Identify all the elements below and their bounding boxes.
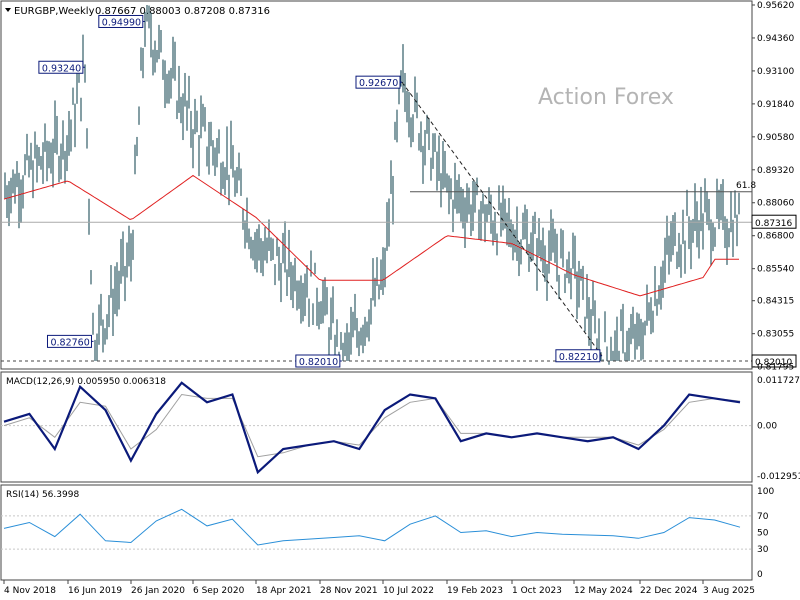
grid-layer <box>1 425 752 550</box>
time-axis-tick-label: 28 Nov 2021 <box>320 586 378 596</box>
time-axis-tick-label: 22 Dec 2024 <box>640 586 698 596</box>
dropdown-triangle-icon[interactable] <box>5 8 11 12</box>
annotation-label: 0.93240 <box>42 63 81 74</box>
annotation-box <box>355 75 401 89</box>
time-axis-tick-label: 26 Jan 2020 <box>131 586 185 596</box>
time-axis-tick-label: 16 Jun 2019 <box>68 586 122 596</box>
price-bars-layer <box>4 5 740 365</box>
support-level-box <box>751 354 797 368</box>
price-axis-tick-label: 0.84315 <box>757 297 794 307</box>
price-axis-tick-label: 0.89320 <box>757 166 794 176</box>
macd-axis-tick-label: -0.012951 <box>757 472 800 482</box>
rsi-axis-tick-label: 50 <box>757 529 769 539</box>
watermark: Action Forex <box>538 85 674 110</box>
price-axis-tick-label: 0.81795 <box>757 363 794 373</box>
annotation-label: 0.94990 <box>102 17 141 28</box>
annotation-label: 0.82210 <box>559 352 598 363</box>
macd-axis-tick-label: 0.00 <box>757 422 777 432</box>
price-panel <box>0 0 753 370</box>
support-level-label: 0.82010 <box>755 358 792 368</box>
rsi-axis-tick-label: 30 <box>757 545 769 555</box>
trendline <box>401 81 603 357</box>
price-axis-tick-label: 0.83055 <box>757 330 794 340</box>
time-axis-tick-label: 12 May 2024 <box>574 586 633 596</box>
macd-panel <box>0 371 753 483</box>
time-axis-tick-label: 10 Jul 2022 <box>383 586 434 596</box>
rsi-axis-tick-label: 70 <box>757 512 769 522</box>
rsi-line <box>3 508 741 546</box>
current-price-box <box>751 214 797 229</box>
annotation-box <box>46 334 92 348</box>
current-price-label: 0.87316 <box>755 219 792 229</box>
annotation-box <box>295 354 341 368</box>
price-axis-tick-label: 0.90580 <box>757 133 794 143</box>
axis-labels-layer: 0.95620 0.94360 0.93100 0.91840 0.90580 0.893… <box>3 1 800 596</box>
price-axis-tick-label: 0.86800 <box>757 232 794 242</box>
time-axis-tick-label: 4 Nov 2018 <box>4 586 56 596</box>
annotation-label: 0.92670 <box>359 78 398 89</box>
annotation-box <box>38 60 84 74</box>
indicator-lines-layer <box>1 81 752 546</box>
rsi-panel <box>0 484 753 581</box>
rsi-axis-tick-label: 100 <box>757 487 774 497</box>
time-axis-tick-label: 6 Sep 2020 <box>193 586 245 596</box>
fib-level-label: 61.8 <box>736 181 756 191</box>
annotation-label: 0.82760 <box>50 337 89 348</box>
price-axis-tick-label: 0.91840 <box>757 100 794 110</box>
macd-title: MACD(12,26,9) 0.005950 0.006318 <box>6 377 166 387</box>
annotation-box <box>555 349 601 363</box>
ohlc-label: 0.87667 0.88003 0.87208 0.87316 <box>95 6 270 17</box>
price-axis-tick-label: 0.88060 <box>757 199 794 209</box>
rsi-title: RSI(14) 56.3998 <box>6 490 79 500</box>
symbol-label: EURGBP,Weekly <box>14 6 95 17</box>
time-axis-tick-label: 3 Aug 2025 <box>703 586 755 596</box>
annotation-label: 0.82010 <box>299 357 338 368</box>
price-axis-tick-label: 0.95620 <box>757 1 794 11</box>
time-axis-tick-label: 1 Oct 2023 <box>512 586 562 596</box>
rsi-axis-tick-label: 0 <box>757 570 763 580</box>
macd-axis-tick-label: 0.011727 <box>757 376 800 386</box>
time-axis-tick-label: 19 Feb 2023 <box>447 586 503 596</box>
annotation-box <box>98 14 144 28</box>
price-axis-tick-label: 0.93100 <box>757 67 794 77</box>
macd-line <box>3 381 741 475</box>
moving-average-line <box>3 174 739 297</box>
price-axis-tick-label: 0.85540 <box>757 265 794 275</box>
price-axis-tick-label: 0.94360 <box>757 34 794 44</box>
time-axis-tick-label: 18 Apr 2021 <box>256 586 312 596</box>
annotation-labels-layer: 61.8 0.87316 0.82010 0.93240 0.94990 0.92670 0… <box>38 14 797 368</box>
